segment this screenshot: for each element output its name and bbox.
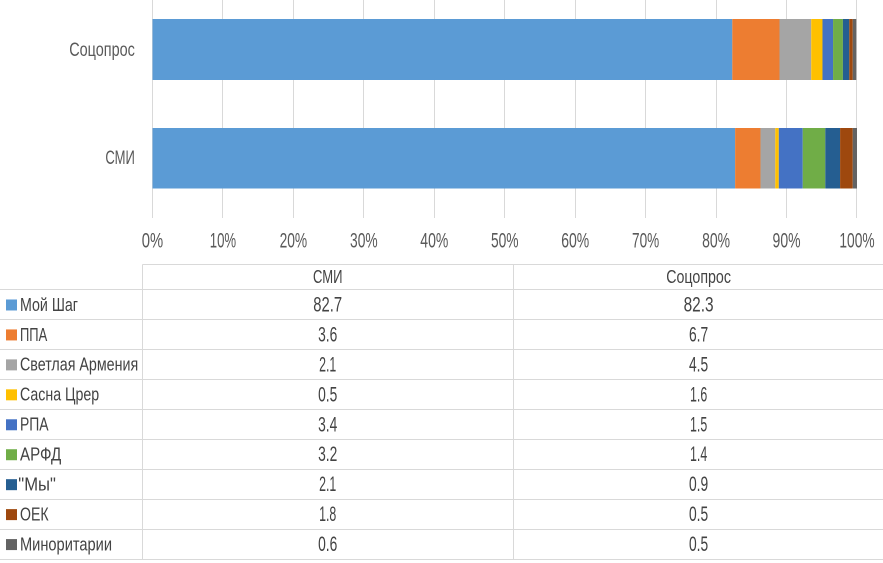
svg-text:Сасна Црер: Сасна Црер <box>20 384 99 405</box>
svg-text:Миноритарии: Миноритарии <box>20 533 112 554</box>
svg-text:0.5: 0.5 <box>689 533 708 556</box>
svg-text:50%: 50% <box>491 230 519 253</box>
svg-text:40%: 40% <box>420 230 448 253</box>
svg-text:20%: 20% <box>280 230 308 253</box>
svg-text:Мой Шаг: Мой Шаг <box>20 294 78 315</box>
svg-text:0%: 0% <box>142 230 163 253</box>
svg-text:2.1: 2.1 <box>319 473 336 496</box>
svg-text:6.7: 6.7 <box>689 323 708 346</box>
svg-text:60%: 60% <box>561 230 589 253</box>
svg-text:90%: 90% <box>773 230 801 253</box>
svg-text:80%: 80% <box>702 230 730 253</box>
svg-text:10%: 10% <box>210 230 236 253</box>
svg-text:ППА: ППА <box>20 324 48 345</box>
svg-text:2.1: 2.1 <box>319 353 336 376</box>
svg-text:0.6: 0.6 <box>318 533 337 556</box>
svg-text:"Мы": "Мы" <box>18 474 56 495</box>
svg-text:3.2: 3.2 <box>318 443 337 466</box>
svg-text:3.4: 3.4 <box>318 413 337 436</box>
svg-text:1.6: 1.6 <box>690 383 707 406</box>
svg-text:0.9: 0.9 <box>689 473 708 496</box>
svg-text:АРФД: АРФД <box>20 444 62 465</box>
svg-text:100%: 100% <box>839 230 874 253</box>
svg-text:1.8: 1.8 <box>319 503 336 526</box>
svg-text:Светлая Армения: Светлая Армения <box>20 354 138 375</box>
svg-text:СМИ: СМИ <box>105 148 135 169</box>
svg-text:82.3: 82.3 <box>684 293 714 316</box>
svg-text:3.6: 3.6 <box>318 323 337 346</box>
svg-text:1.4: 1.4 <box>690 443 707 466</box>
svg-text:4.5: 4.5 <box>689 353 708 376</box>
svg-text:0.5: 0.5 <box>689 503 708 526</box>
svg-text:Соцопрос: Соцопрос <box>69 40 135 61</box>
svg-text:РПА: РПА <box>20 414 49 435</box>
svg-text:ОЕК: ОЕК <box>20 503 49 524</box>
svg-text:82.7: 82.7 <box>313 293 342 316</box>
svg-text:СМИ: СМИ <box>313 266 343 287</box>
svg-text:30%: 30% <box>350 230 378 253</box>
svg-text:1.5: 1.5 <box>690 413 707 436</box>
svg-text:70%: 70% <box>632 230 659 253</box>
svg-text:0.5: 0.5 <box>318 383 337 406</box>
svg-text:Соцопрос: Соцопрос <box>666 266 731 287</box>
